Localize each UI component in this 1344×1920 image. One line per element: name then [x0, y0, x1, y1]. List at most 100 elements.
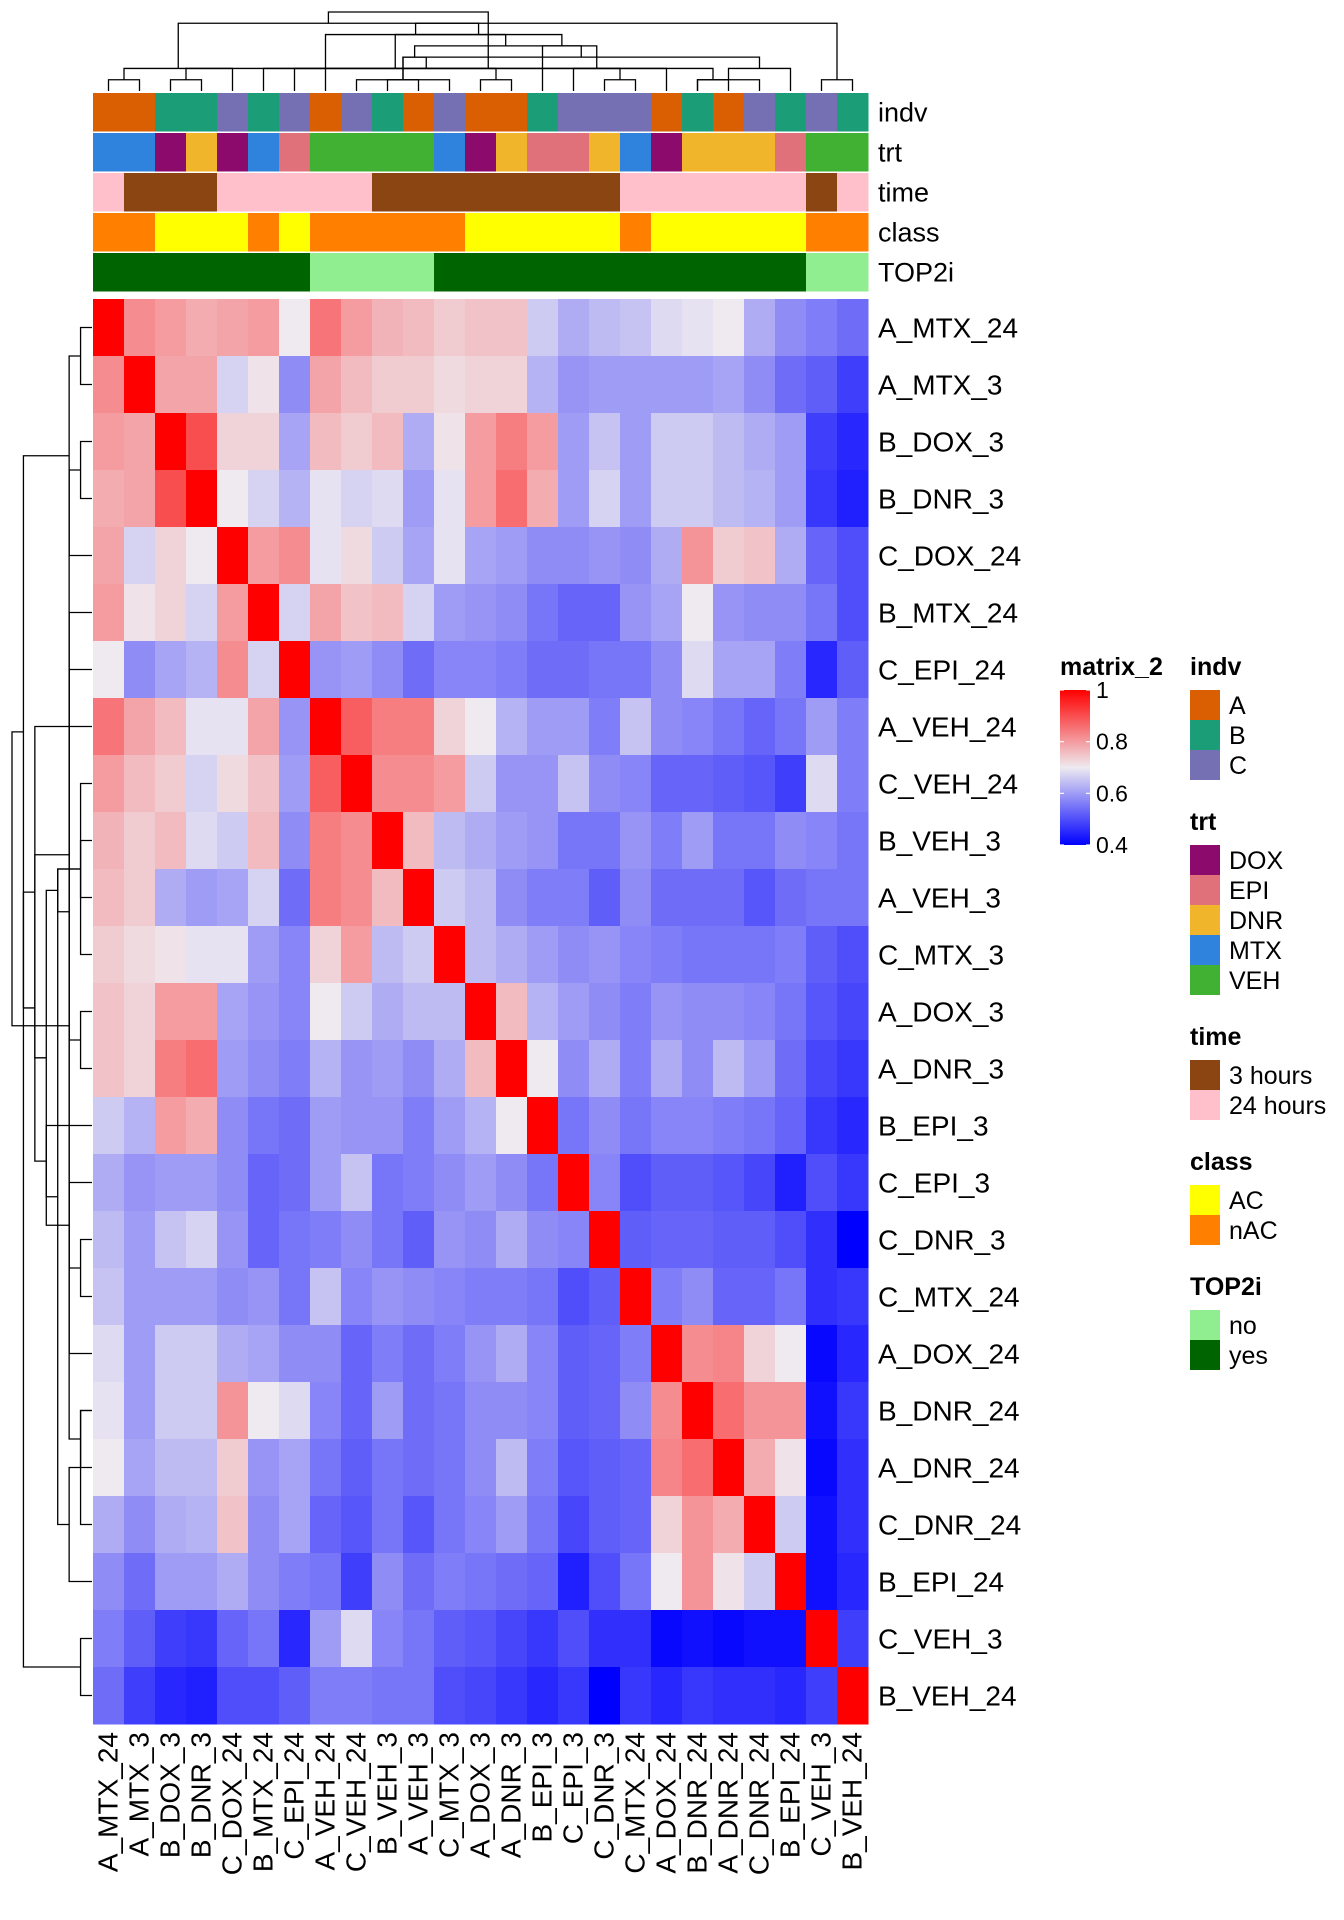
heatmap-cell [775, 1268, 807, 1326]
heatmap-cell [186, 1268, 218, 1326]
heatmap-cell [341, 413, 373, 471]
heatmap-cell [372, 1211, 404, 1269]
legend-item-label: no [1229, 1312, 1257, 1340]
heatmap-cell [620, 812, 652, 870]
heatmap-cell [403, 1040, 435, 1098]
heatmap-cell [775, 755, 807, 813]
row-label: B_DNR_3 [878, 484, 1004, 515]
annotation-cell-class [372, 213, 404, 252]
row-label: B_VEH_24 [878, 1681, 1017, 1712]
annotation-cell-trt [558, 133, 590, 172]
heatmap-cell [620, 1211, 652, 1269]
heatmap-cell [155, 1610, 187, 1668]
heatmap-cell [620, 1610, 652, 1668]
row-label: B_DOX_3 [878, 427, 1004, 458]
column-label: B_VEH_3 [372, 1732, 403, 1855]
heatmap-cell [310, 527, 342, 585]
heatmap-cell [806, 527, 838, 585]
heatmap-cell [434, 584, 466, 642]
heatmap-cell [310, 584, 342, 642]
heatmap-cell [124, 1553, 156, 1611]
heatmap-cell [124, 983, 156, 1041]
heatmap-cell [217, 755, 249, 813]
heatmap-cell [217, 641, 249, 699]
heatmap-cell [775, 983, 807, 1041]
annotation-cell-top2i [713, 253, 745, 292]
heatmap-cell [310, 1154, 342, 1212]
heatmap-cell [186, 1667, 218, 1725]
heatmap-cell [186, 869, 218, 927]
heatmap-cell [93, 299, 125, 357]
heatmap-cell [775, 1496, 807, 1554]
annotation-cell-top2i [775, 253, 807, 292]
annotation-cell-class [465, 213, 497, 252]
heatmap-cell [434, 1496, 466, 1554]
heatmap-cell [558, 413, 590, 471]
heatmap-cell [403, 527, 435, 585]
heatmap-cell [310, 641, 342, 699]
annotation-cell-top2i [310, 253, 342, 292]
heatmap-cell [465, 1154, 497, 1212]
heatmap-cell [496, 926, 528, 984]
heatmap-cell [682, 926, 714, 984]
heatmap-cell [806, 1496, 838, 1554]
legend-title-indv: indv [1190, 653, 1241, 681]
annotation-cell-time [527, 173, 559, 212]
annotation-cell-class [341, 213, 373, 252]
heatmap-cell [651, 527, 683, 585]
heatmap-cell [651, 755, 683, 813]
heatmap-cell [279, 527, 311, 585]
heatmap-cell [558, 755, 590, 813]
heatmap-cell [248, 1154, 280, 1212]
heatmap-cell [403, 1211, 435, 1269]
annotation-cell-top2i [465, 253, 497, 292]
heatmap-cell [558, 926, 590, 984]
heatmap-cell [465, 1325, 497, 1383]
heatmap-cell [620, 1439, 652, 1497]
heatmap-cell [775, 1553, 807, 1611]
annotation-cell-top2i [93, 253, 125, 292]
row-dendrogram-branch [22, 891, 81, 1668]
heatmap-cell [837, 1439, 869, 1497]
annotation-labels: indv trt time class TOP2i [878, 97, 954, 287]
heatmap-cell [713, 1382, 745, 1440]
heatmap-cell [186, 1211, 218, 1269]
heatmap-cell [496, 1439, 528, 1497]
annotation-cell-top2i [589, 253, 621, 292]
heatmap-cell [186, 755, 218, 813]
heatmap-cell [682, 1667, 714, 1725]
heatmap-cell [806, 356, 838, 414]
heatmap-cell [279, 299, 311, 357]
annotation-cell-indv [403, 93, 435, 132]
heatmap-cell [620, 527, 652, 585]
heatmap-cell [620, 869, 652, 927]
annotation-cell-class [682, 213, 714, 252]
heatmap-cell [155, 1439, 187, 1497]
heatmap-cell [372, 812, 404, 870]
annotation-cell-top2i [527, 253, 559, 292]
heatmap-cell [341, 983, 373, 1041]
heatmap-cell [372, 641, 404, 699]
heatmap-cell [620, 641, 652, 699]
heatmap-cell [93, 869, 125, 927]
heatmap-cell [310, 1097, 342, 1155]
heatmap-cell [465, 983, 497, 1041]
legend-item-label: nAC [1229, 1217, 1278, 1245]
heatmap-cell [682, 527, 714, 585]
heatmap-cell [527, 926, 559, 984]
annotation-cell-trt [682, 133, 714, 172]
heatmap-cell [93, 1154, 125, 1212]
heatmap-cell [124, 470, 156, 528]
heatmap-cell [465, 1496, 497, 1554]
annotation-cell-trt [279, 133, 311, 172]
heatmap-cell [496, 1610, 528, 1668]
heatmap-cell [434, 1667, 466, 1725]
heatmap-cell [434, 983, 466, 1041]
heatmap-cell [372, 584, 404, 642]
heatmap-cell [806, 641, 838, 699]
annotation-cell-class [279, 213, 311, 252]
heatmap-cell [682, 869, 714, 927]
heatmap-cell [217, 1496, 249, 1554]
annotation-cell-indv [620, 93, 652, 132]
